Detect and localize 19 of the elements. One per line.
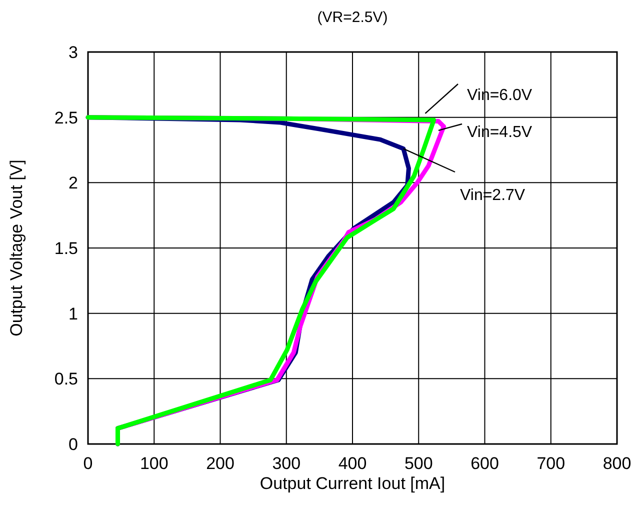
y-tick-label: 2 xyxy=(68,174,78,193)
x-axis-title: Output Current Iout [mA] xyxy=(260,474,446,493)
y-tick-label: 3 xyxy=(68,43,78,62)
y-tick-label: 0 xyxy=(68,435,78,454)
x-tick-label: 800 xyxy=(602,454,632,473)
x-tick-label: 400 xyxy=(338,454,367,473)
x-tick-label: 600 xyxy=(470,454,499,473)
y-tick-label: 2.5 xyxy=(54,108,78,128)
x-tick-label: 200 xyxy=(206,454,234,473)
x-tick-label: 500 xyxy=(404,454,433,473)
y-axis-title: Output Voltage Vout [V] xyxy=(7,160,26,336)
y-tick-label: 1.5 xyxy=(54,239,78,258)
y-tick-label: 0.5 xyxy=(54,370,78,389)
x-tick-label: 300 xyxy=(272,454,301,473)
chart-title: (VR=2.5V) xyxy=(317,9,388,26)
x-tick-label: 0 xyxy=(83,454,93,473)
x-tick-label: 100 xyxy=(140,454,168,473)
x-tick-label: 700 xyxy=(536,454,566,473)
y-tick-label: 1 xyxy=(68,304,78,324)
